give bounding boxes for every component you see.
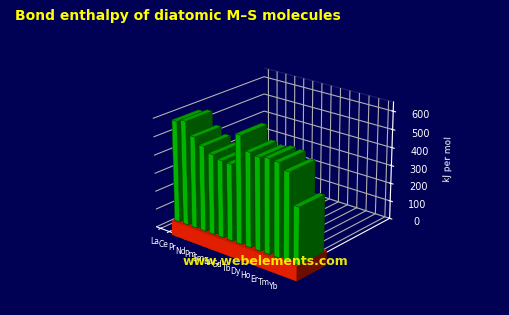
Text: www.webelements.com: www.webelements.com (182, 255, 348, 268)
Text: Bond enthalpy of diatomic M–S molecules: Bond enthalpy of diatomic M–S molecules (15, 9, 341, 23)
